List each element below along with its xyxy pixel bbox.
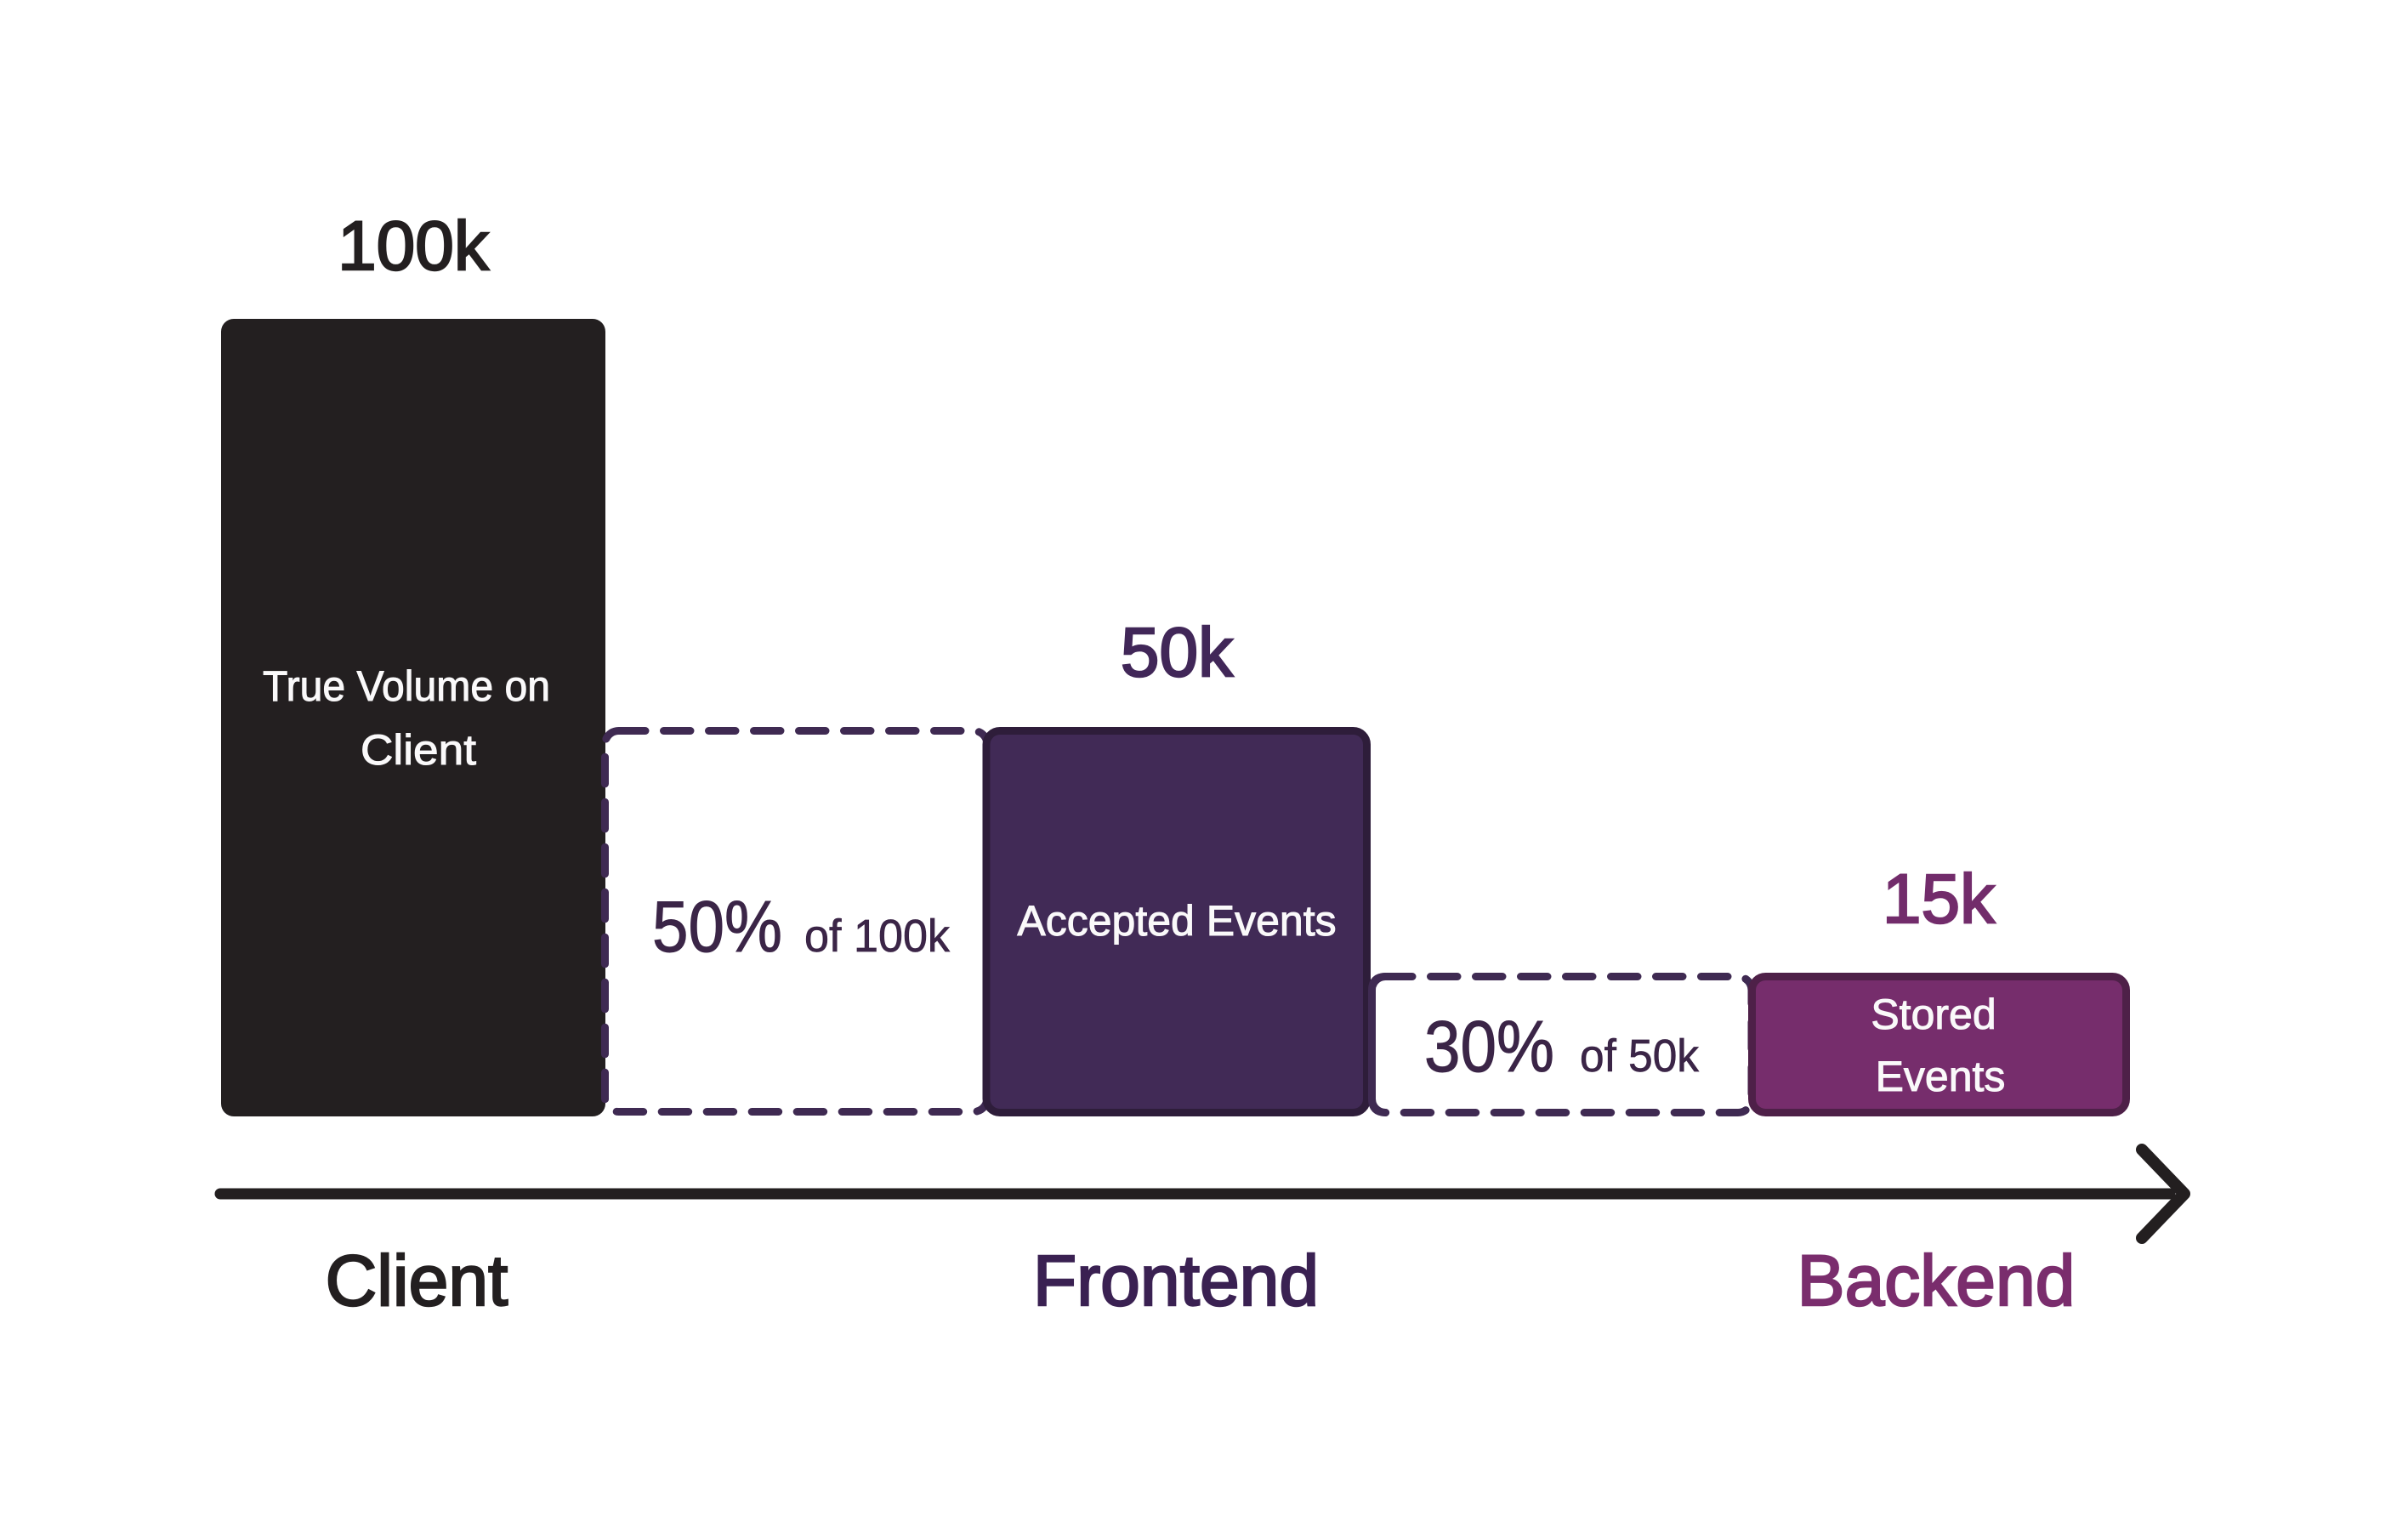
svg-text:of 100k: of 100k (804, 911, 951, 962)
svg-text:100k: 100k (338, 207, 490, 285)
svg-text:Accepted Events: Accepted Events (1017, 897, 1336, 945)
svg-text:Backend: Backend (1797, 1241, 2076, 1320)
svg-text:True Volume on: True Volume on (263, 662, 550, 710)
svg-text:Events: Events (1876, 1053, 2006, 1100)
svg-text:Client: Client (326, 1241, 508, 1320)
svg-text:50k: 50k (1121, 614, 1234, 691)
svg-text:Client: Client (361, 726, 476, 774)
svg-text:50%: 50% (652, 887, 782, 968)
svg-text:15k: 15k (1883, 860, 1996, 938)
svg-text:of 50k: of 50k (1580, 1031, 1700, 1082)
svg-text:Frontend: Frontend (1033, 1241, 1319, 1320)
svg-text:Stored: Stored (1871, 991, 1996, 1038)
svg-text:30%: 30% (1424, 1007, 1554, 1088)
